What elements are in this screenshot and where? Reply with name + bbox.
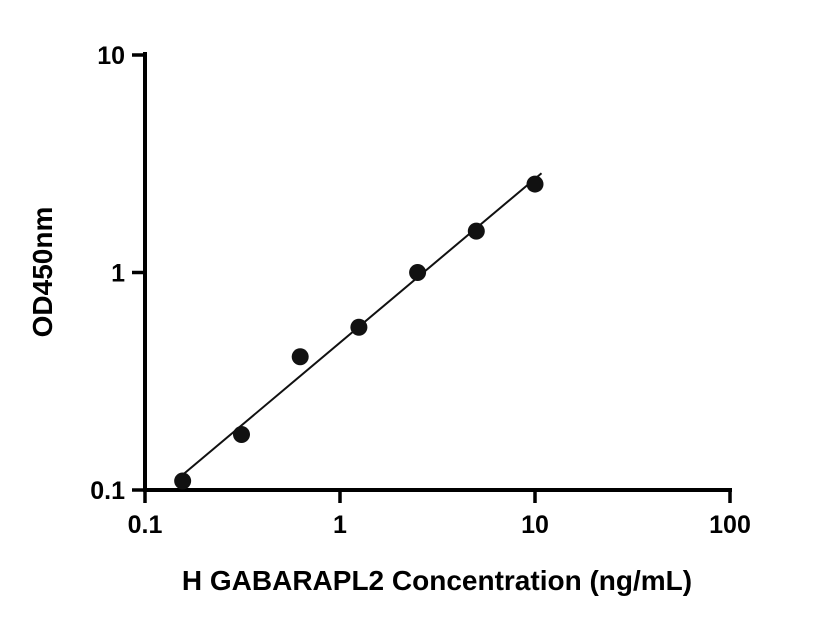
x-tick-label: 10 (521, 511, 549, 539)
data-point (232, 425, 250, 443)
axis-spine (143, 52, 732, 492)
x-tick-label: 0.1 (128, 511, 163, 539)
data-point (409, 264, 427, 281)
x-axis-label: H GABARAPL2 Concentration (ng/mL) (182, 565, 692, 596)
data-point (467, 222, 485, 240)
x-tick-label: 1 (333, 511, 347, 539)
data-point (174, 472, 192, 490)
x-tick-label: 100 (709, 511, 751, 539)
y-tick-label: 0.1 (90, 477, 125, 505)
y-tick-label: 10 (97, 42, 125, 70)
data-point (291, 348, 309, 366)
data-point (350, 318, 368, 336)
y-axis-label: OD450nm (27, 207, 58, 338)
data-point (526, 175, 544, 193)
y-tick-label: 1 (111, 260, 125, 288)
